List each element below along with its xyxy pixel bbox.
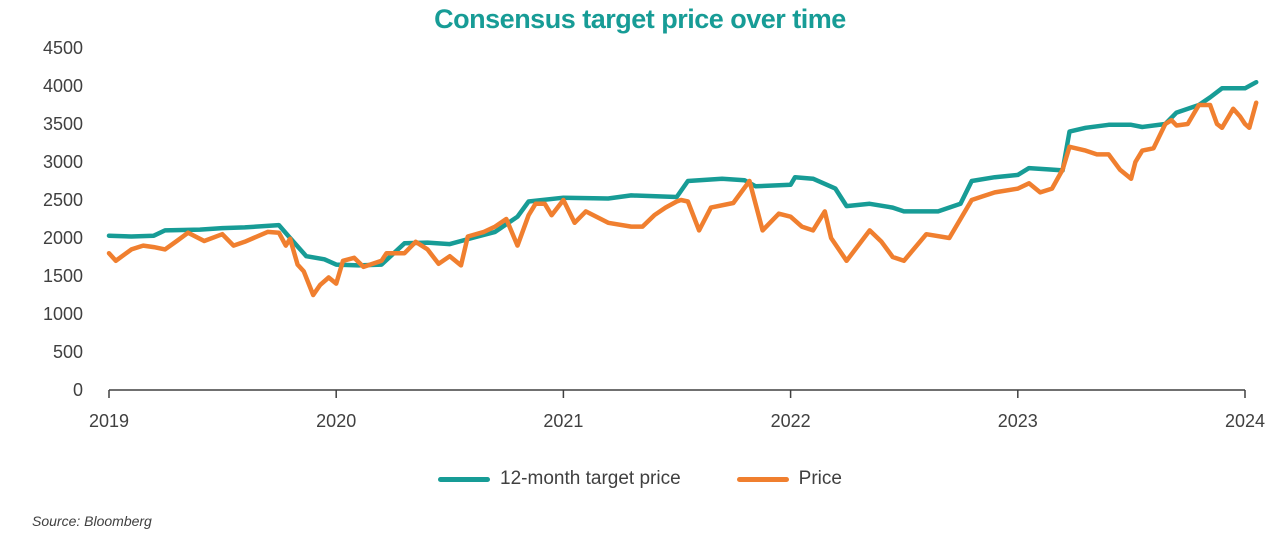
target-price-line: [106, 79, 1259, 268]
x-tick-label: 2024: [1225, 411, 1265, 431]
legend-item-target: 12-month target price: [438, 468, 681, 490]
price-line: [106, 100, 1259, 298]
y-tick-label: 1500: [43, 266, 83, 286]
source-note: Source: Bloomberg: [32, 513, 152, 529]
y-tick-label: 4500: [43, 38, 83, 58]
y-tick-label: 2500: [43, 190, 83, 210]
y-tick-label: 3000: [43, 152, 83, 172]
y-tick-label: 2000: [43, 228, 83, 248]
legend-label-target: 12-month target price: [500, 468, 681, 489]
x-tick-label: 2020: [316, 411, 356, 431]
x-tick-label: 2019: [89, 411, 129, 431]
chart-title: Consensus target price over time: [434, 4, 846, 34]
y-tick-label: 3500: [43, 114, 83, 134]
y-tick-label: 500: [53, 342, 83, 362]
legend-item-price: Price: [736, 468, 842, 490]
y-tick-label: 1000: [43, 304, 83, 324]
legend-swatch-target: [438, 476, 491, 482]
x-tick-label: 2021: [543, 411, 583, 431]
legend-swatch-price: [736, 476, 789, 482]
y-tick-label: 4000: [43, 76, 83, 96]
legend: 12-month target price Price: [0, 468, 1280, 490]
legend-label-price: Price: [798, 468, 842, 489]
x-tick-label: 2023: [998, 411, 1038, 431]
line-chart: 0 500 1000 1500 2000 2500 3000 3500 4000 4500 2019…: [43, 38, 1265, 431]
x-tick-label: 2022: [771, 411, 811, 431]
y-tick-label: 0: [73, 380, 83, 400]
